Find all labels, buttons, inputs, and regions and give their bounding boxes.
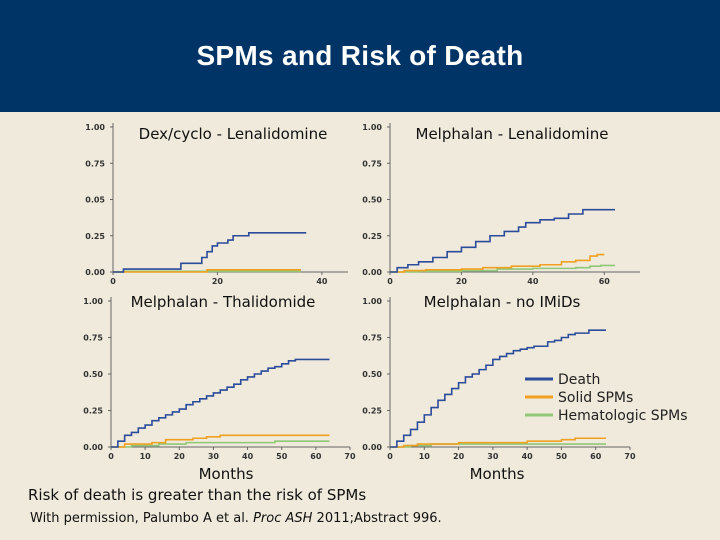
title-bar: SPMs and Risk of Death [0, 0, 720, 112]
citation-suffix: 2011;Abstract 996. [312, 511, 442, 526]
y-tick-label: 0.75 [85, 159, 105, 168]
panel-title: Melphalan - no IMiDs [424, 293, 581, 311]
chart-panel-3: 1.00 0.75 0.50 0.25 0.00 0 10 20 30 40 50 60 70 Melph… [83, 293, 356, 461]
citation-journal: Proc ASH [253, 511, 313, 526]
x-tick-label: 10 [140, 452, 152, 461]
chart-panel-2: 1.00 0.75 0.50 0.25 0.00 0 20 40 60 Melphalan - L… [362, 123, 640, 286]
legend-label: Death [558, 372, 600, 388]
series-line-solid-spms [390, 253, 605, 273]
chart-panel-4: 1.00 0.75 0.50 0.25 0.00 0 10 20 30 40 50 60 70 Melph… [362, 293, 636, 461]
y-tick-label: 0.25 [83, 407, 103, 416]
series-line-hematologic-spms [111, 440, 330, 448]
x-tick-label: 20 [174, 452, 186, 461]
y-tick-label: 0.75 [362, 334, 382, 343]
x-tick-label: 50 [276, 452, 288, 461]
x-tick-label: 40 [527, 277, 539, 286]
series-line-death [390, 208, 615, 273]
x-tick-label: 20 [453, 452, 465, 461]
y-tick-label: 0.00 [362, 268, 382, 277]
x-tick-label: 10 [419, 452, 431, 461]
x-tick-label: 0 [387, 452, 393, 461]
panel-title: Dex/cyclo - Lenalidomine [139, 125, 328, 143]
y-tick-label: 1.00 [362, 123, 382, 132]
x-tick-label: 20 [212, 277, 224, 286]
x-tick-label: 50 [556, 452, 568, 461]
y-tick-label: 0.25 [85, 232, 105, 241]
series-line-death [113, 232, 307, 273]
series-line-death [111, 358, 330, 448]
y-tick-label: 0.00 [362, 443, 382, 452]
series-line-death [390, 329, 606, 448]
y-tick-label: 0.75 [362, 159, 382, 168]
y-tick-label: 0.25 [362, 407, 382, 416]
x-tick-label: 20 [456, 277, 468, 286]
panel-title: Melphalan - Lenalidomine [416, 125, 609, 143]
y-tick-label: 0.50 [83, 370, 103, 379]
series-line-solid-spms [111, 434, 330, 448]
y-tick-label: 0.50 [362, 196, 382, 205]
x-axis-label: Months [470, 465, 525, 483]
citation-prefix: With permission, Palumbo A et al. [30, 511, 254, 526]
y-tick-label: 0.50 [362, 370, 382, 379]
y-tick-label: 0.00 [85, 268, 105, 277]
x-axis-label: Months [199, 465, 254, 483]
conclusion-text: Risk of death is greater than the risk o… [28, 486, 367, 504]
y-tick-label: 0.25 [362, 232, 382, 241]
x-tick-label: 60 [310, 452, 322, 461]
series-line-solid-spms [390, 437, 606, 448]
panel-title: Melphalan - Thalidomide [131, 293, 316, 311]
y-tick-label: 0.75 [83, 334, 103, 343]
series-line-solid-spms [113, 269, 301, 273]
legend-label: Solid SPMs [558, 390, 633, 406]
y-tick-label: 0.00 [83, 443, 103, 452]
slide-title: SPMs and Risk of Death [196, 40, 524, 71]
x-tick-label: 0 [387, 277, 393, 286]
x-tick-label: 0 [110, 277, 116, 286]
x-tick-label: 70 [344, 452, 356, 461]
x-tick-label: 30 [208, 452, 220, 461]
citation: With permission, Palumbo A et al. Proc A… [30, 511, 442, 526]
series-line-hematologic-spms [390, 443, 606, 448]
x-tick-label: 40 [316, 277, 328, 286]
series-line-hematologic-spms [390, 264, 615, 273]
legend: Death Solid SPMs Hematologic SPMs [525, 372, 688, 424]
y-tick-label: 1.00 [85, 123, 105, 132]
y-tick-label: 1.00 [362, 297, 382, 306]
chart-panel-1: 1.00 0.75 0.05 0.25 0.00 0 20 40 Dex/cyclo - Len… [85, 123, 348, 286]
x-tick-label: 70 [624, 452, 636, 461]
y-tick-label: 0.05 [85, 196, 105, 205]
x-tick-label: 60 [590, 452, 602, 461]
x-tick-label: 60 [599, 277, 611, 286]
x-tick-label: 40 [242, 452, 254, 461]
x-tick-label: 30 [487, 452, 499, 461]
y-tick-label: 1.00 [83, 297, 103, 306]
legend-label: Hematologic SPMs [558, 408, 688, 424]
x-tick-label: 0 [108, 452, 114, 461]
x-tick-label: 40 [522, 452, 534, 461]
